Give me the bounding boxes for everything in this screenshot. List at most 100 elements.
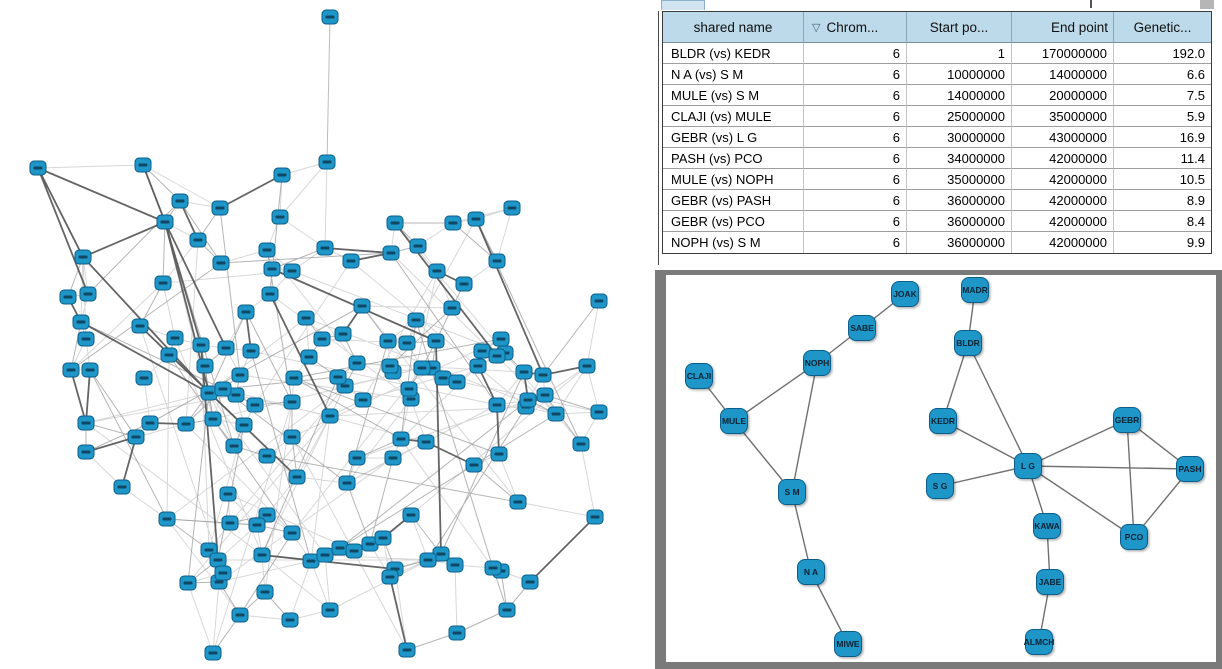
graph-node[interactable] xyxy=(413,360,431,376)
subnetwork-edge[interactable] xyxy=(939,465,1029,487)
graph-node[interactable] xyxy=(248,517,266,533)
column-header-startpo[interactable]: Start po... xyxy=(907,12,1012,43)
graph-node[interactable] xyxy=(434,370,452,386)
graph-node[interactable] xyxy=(62,362,80,378)
graph-node[interactable] xyxy=(235,417,253,433)
graph-node[interactable] xyxy=(384,450,402,466)
graph-node[interactable] xyxy=(300,349,318,365)
table-cell[interactable]: 34000000 xyxy=(907,148,1012,169)
table-cell[interactable]: 8.4 xyxy=(1114,211,1211,232)
subnetwork-node-pash[interactable]: PASH xyxy=(1176,456,1204,482)
graph-node[interactable] xyxy=(113,479,131,495)
graph-node[interactable] xyxy=(285,370,303,386)
table-cell[interactable]: 16.9 xyxy=(1114,127,1211,148)
graph-node[interactable] xyxy=(77,331,95,347)
graph-node[interactable] xyxy=(348,355,366,371)
graph-node[interactable] xyxy=(134,157,152,173)
table-cell[interactable]: 30000000 xyxy=(907,127,1012,148)
graph-node[interactable] xyxy=(488,253,506,269)
subnetwork-node-bldr[interactable]: BLDR xyxy=(954,330,982,356)
graph-node[interactable] xyxy=(521,574,539,590)
graph-node[interactable] xyxy=(386,215,404,231)
graph-node[interactable] xyxy=(204,645,222,661)
graph-node[interactable] xyxy=(398,642,416,658)
subnetwork-edge[interactable] xyxy=(1126,419,1135,538)
table-cell[interactable]: 36000000 xyxy=(907,190,1012,211)
graph-node[interactable] xyxy=(519,392,537,408)
table-cell[interactable]: 5.9 xyxy=(1114,106,1211,127)
subnetwork-edge[interactable] xyxy=(1027,465,1135,538)
graph-node[interactable] xyxy=(444,215,462,231)
graph-node[interactable] xyxy=(77,444,95,460)
graph-node[interactable] xyxy=(189,232,207,248)
subnetwork-node-madr[interactable]: MADR xyxy=(961,277,989,303)
graph-node[interactable] xyxy=(29,160,47,176)
graph-node[interactable] xyxy=(572,436,590,452)
table-row[interactable]: N A (vs) S M 6 10000000 14000000 6.6 xyxy=(663,64,1211,85)
table-cell[interactable]: 6 xyxy=(804,190,907,211)
graph-node[interactable] xyxy=(534,367,552,383)
graph-node[interactable] xyxy=(379,333,397,349)
table-cell[interactable]: N A (vs) S M xyxy=(663,64,804,85)
graph-node[interactable] xyxy=(196,358,214,374)
graph-node[interactable] xyxy=(74,249,92,265)
graph-node[interactable] xyxy=(302,553,320,569)
table-cell[interactable]: 6 xyxy=(804,127,907,148)
graph-node[interactable] xyxy=(141,415,159,431)
table-tab-fragment[interactable] xyxy=(661,0,705,10)
table-cell[interactable]: PASH (vs) PCO xyxy=(663,148,804,169)
graph-node[interactable] xyxy=(214,381,232,397)
graph-node[interactable] xyxy=(209,552,227,568)
graph-node[interactable] xyxy=(382,245,400,261)
graph-node[interactable] xyxy=(258,448,276,464)
table-cell[interactable]: 43000000 xyxy=(1012,127,1114,148)
table-cell[interactable]: 35000000 xyxy=(1012,106,1114,127)
graph-node[interactable] xyxy=(219,486,237,502)
graph-node[interactable] xyxy=(297,310,315,326)
subnetwork-node-jabe[interactable]: JABE xyxy=(1036,569,1064,595)
graph-node[interactable] xyxy=(381,569,399,585)
subnetwork-edge[interactable] xyxy=(733,362,818,422)
table-cell[interactable]: 20000000 xyxy=(1012,85,1114,106)
subnetwork-edge[interactable] xyxy=(1027,465,1191,470)
subnetwork-node-kawa[interactable]: KAWA xyxy=(1033,513,1061,539)
graph-node[interactable] xyxy=(547,406,565,422)
graph-node[interactable] xyxy=(509,494,527,510)
graph-node[interactable] xyxy=(586,509,604,525)
graph-node[interactable] xyxy=(79,286,97,302)
table-cell[interactable]: 9.9 xyxy=(1114,232,1211,253)
graph-node[interactable] xyxy=(473,343,491,359)
graph-node[interactable] xyxy=(158,511,176,527)
table-cell[interactable]: 6 xyxy=(804,211,907,232)
table-row[interactable]: CLAJI (vs) MULE 6 25000000 35000000 5.9 xyxy=(663,106,1211,127)
table-cell[interactable]: 170000000 xyxy=(1012,43,1114,64)
subnetwork-node-kedr[interactable]: KEDR xyxy=(929,408,957,434)
table-cell[interactable]: 14000000 xyxy=(907,85,1012,106)
graph-node[interactable] xyxy=(179,575,197,591)
subnetwork-node-almch[interactable]: ALMCH xyxy=(1024,629,1054,655)
graph-node[interactable] xyxy=(515,364,533,380)
subnetwork-node-joak[interactable]: JOAK xyxy=(891,281,919,307)
graph-node[interactable] xyxy=(271,209,289,225)
graph-node[interactable] xyxy=(334,326,352,342)
table-row[interactable]: NOPH (vs) S M 6 36000000 42000000 9.9 xyxy=(663,232,1211,253)
subnetwork-node-pco[interactable]: PCO xyxy=(1120,524,1148,550)
graph-node[interactable] xyxy=(256,584,274,600)
table-cell[interactable]: 6 xyxy=(804,85,907,106)
graph-node[interactable] xyxy=(127,429,145,445)
graph-node[interactable] xyxy=(329,369,347,385)
table-cell[interactable]: 42000000 xyxy=(1012,190,1114,211)
graph-node[interactable] xyxy=(488,397,506,413)
graph-node[interactable] xyxy=(354,392,372,408)
graph-node[interactable] xyxy=(398,335,416,351)
table-cell[interactable]: 35000000 xyxy=(907,169,1012,190)
graph-node[interactable] xyxy=(484,560,502,576)
graph-node[interactable] xyxy=(381,358,399,374)
graph-node[interactable] xyxy=(214,565,232,581)
graph-node[interactable] xyxy=(231,367,249,383)
graph-node[interactable] xyxy=(490,446,508,462)
graph-node[interactable] xyxy=(465,457,483,473)
table-cell[interactable]: 8.9 xyxy=(1114,190,1211,211)
graph-node[interactable] xyxy=(448,374,466,390)
graph-node[interactable] xyxy=(263,261,281,277)
